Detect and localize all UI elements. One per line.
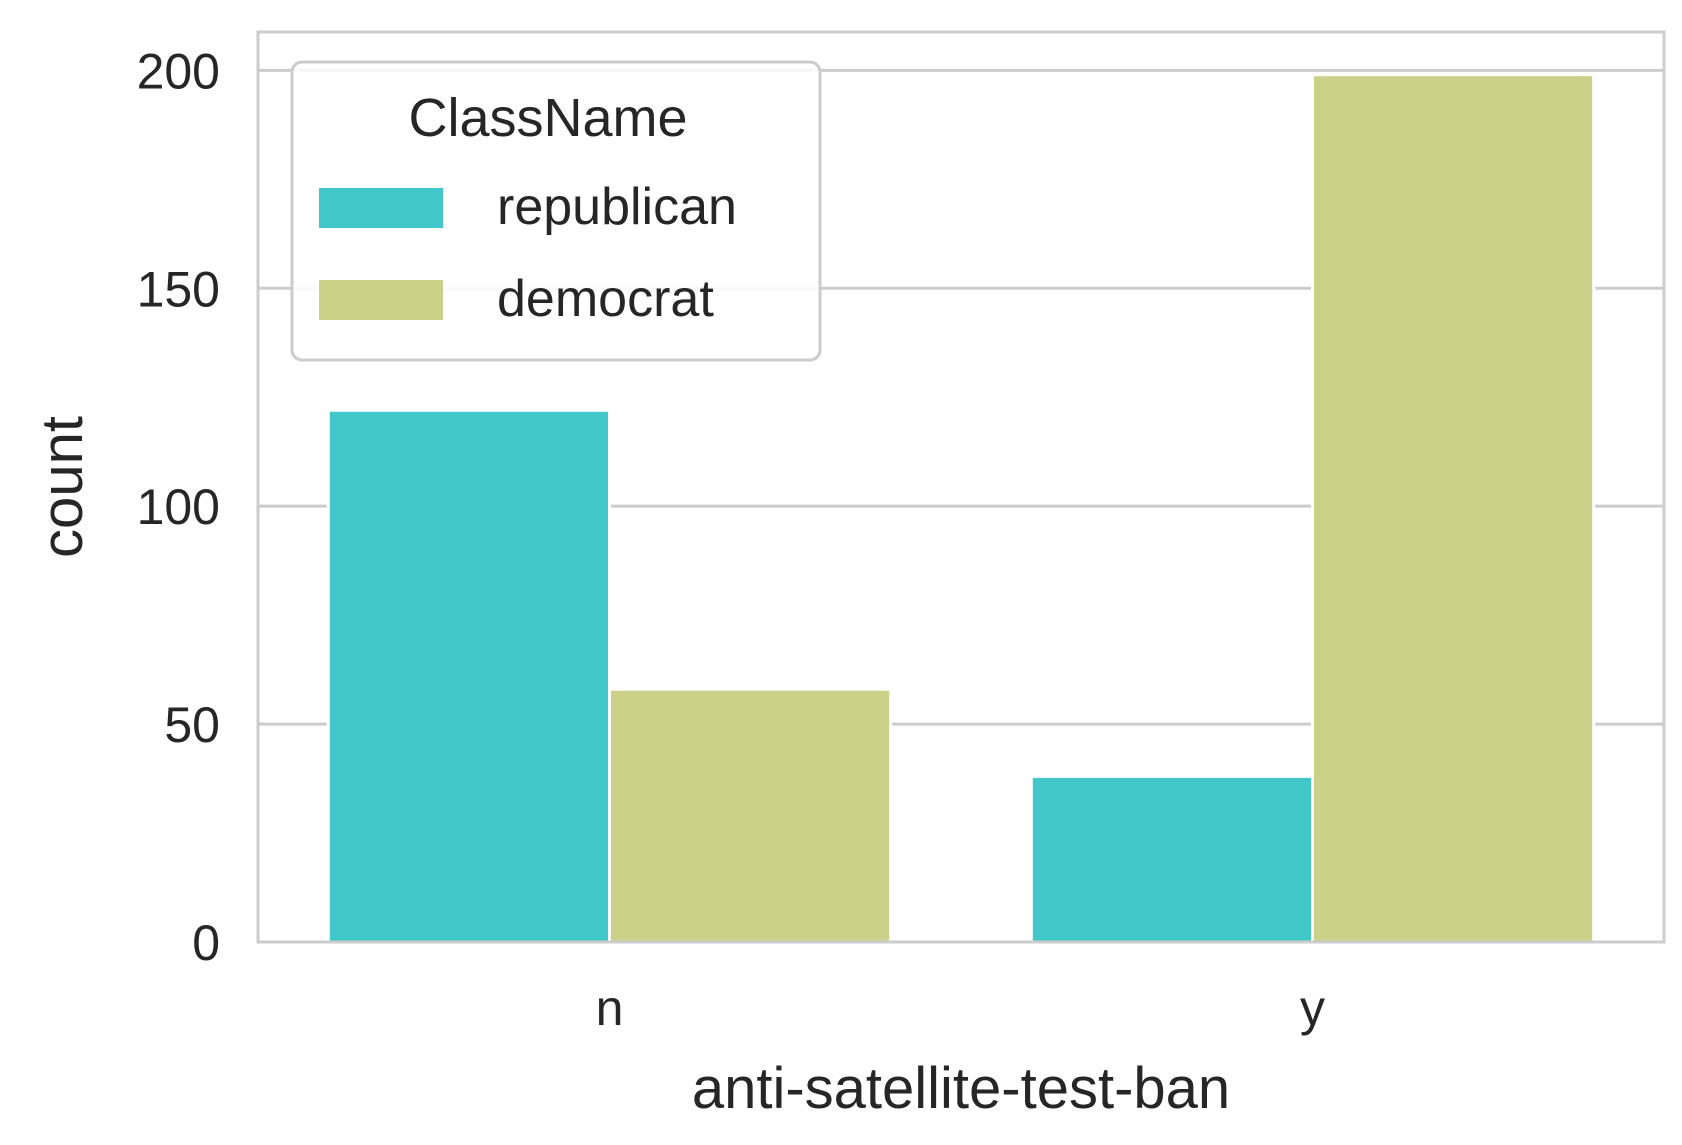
legend-title: ClassName — [408, 88, 687, 148]
legend-swatch-republican — [319, 188, 443, 228]
legend-label-democrat: democrat — [497, 270, 714, 328]
bar-republican-n — [326, 408, 611, 944]
y-tick-label-3: 150 — [137, 261, 220, 317]
x-tick-label-y: y — [1300, 980, 1325, 1036]
y-axis-label: count — [30, 416, 95, 558]
y-tick-labels: 0 50 100 150 200 — [137, 43, 220, 971]
legend-items: republican democrat — [319, 178, 737, 328]
bar-democrat-y — [1311, 73, 1596, 944]
x-axis-label: anti-satellite-test-ban — [692, 1056, 1230, 1121]
y-tick-label-4: 200 — [137, 43, 220, 99]
x-tick-label-n: n — [596, 980, 624, 1036]
y-tick-label-2: 100 — [137, 479, 220, 535]
bar-democrat-n — [608, 687, 893, 944]
plot-frame — [256, 30, 1666, 944]
y-tick-label-1: 50 — [164, 697, 220, 753]
legend: ClassName republican democrat — [290, 60, 822, 362]
legend-swatch-democrat — [319, 280, 443, 320]
legend-label-republican: republican — [497, 178, 737, 236]
bar-republican-y — [1029, 774, 1315, 944]
bars — [326, 73, 1596, 944]
y-tick-label-0: 0 — [192, 915, 220, 971]
